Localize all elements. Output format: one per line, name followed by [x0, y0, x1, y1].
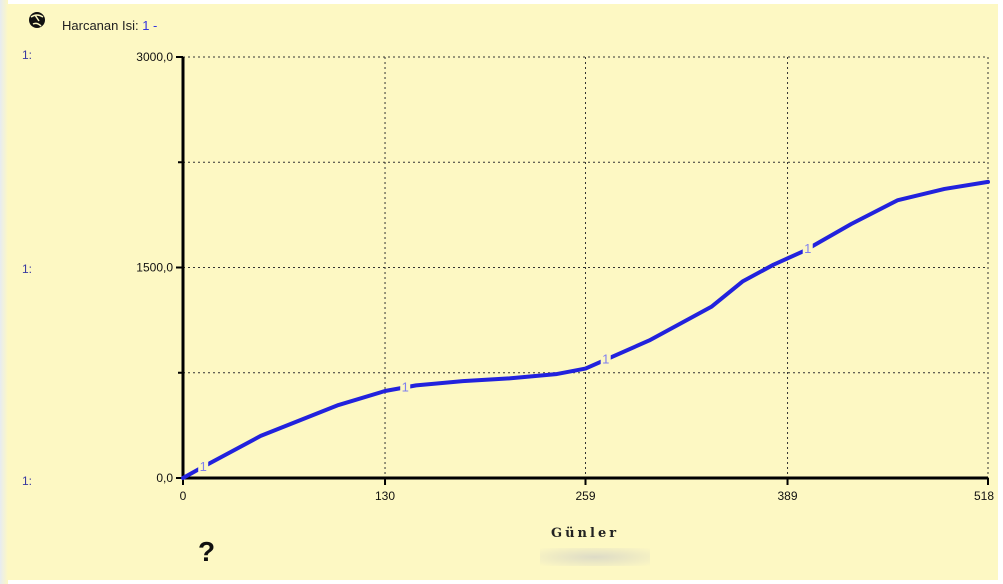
- x-axis-title: Günler: [551, 526, 620, 541]
- legend: Harcanan Isi: 1 -: [62, 18, 157, 33]
- series-marker-bg: [802, 239, 813, 254]
- series-line: [181, 179, 990, 480]
- series-marker-bg: [600, 350, 611, 365]
- series-marker-label: 1: [402, 379, 409, 394]
- graph-panel: [8, 4, 998, 580]
- scale-label-top: 1:: [22, 48, 33, 62]
- scale-label-mid: 1:: [22, 262, 33, 276]
- globe-icon[interactable]: [29, 12, 45, 28]
- y-tick-label: 0,0: [156, 471, 173, 485]
- panel-edge: [0, 0, 8, 584]
- y-tick-label: 1500,0: [136, 261, 173, 275]
- series-marker-label: 1: [804, 241, 811, 256]
- x-tick-label: 259: [575, 489, 595, 503]
- series-marker-label: 1: [602, 352, 609, 367]
- legend-label: Harcanan Isi:: [62, 18, 139, 33]
- legend-series-key: 1 -: [142, 18, 158, 33]
- series-marker-label: 1: [200, 459, 207, 474]
- series-marker-bg: [400, 378, 411, 393]
- scale-label-bottom: 1:: [22, 474, 33, 488]
- help-icon[interactable]: ?: [198, 536, 216, 567]
- x-tick-label: 389: [778, 489, 798, 503]
- y-tick-label: 3000,0: [136, 50, 173, 64]
- x-tick-label: 0: [180, 489, 187, 503]
- x-tick-label: 518: [974, 489, 994, 503]
- x-tick-label: 130: [375, 489, 395, 503]
- x-axis-title-shadow: [540, 548, 650, 566]
- series-marker-bg: [198, 457, 209, 472]
